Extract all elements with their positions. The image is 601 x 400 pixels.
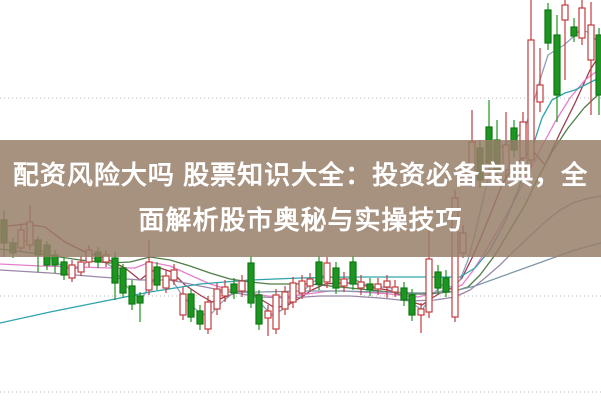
candle-body-up [68, 264, 76, 279]
candle-body-up [340, 278, 348, 287]
candle-body-up [221, 286, 229, 297]
title-banner: 配资风险大吗 股票知识大全：投资必备宝典，全 面解析股市奥秘与实操技巧 [0, 140, 601, 257]
candle-body-down [315, 261, 323, 285]
candle-body-up [561, 4, 569, 21]
candle-body-up [417, 308, 425, 316]
candle-body-down [255, 294, 263, 325]
candle-body-up [272, 294, 280, 330]
banner-title-line-2: 面解析股市奥秘与实操技巧 [138, 205, 463, 235]
candle-body-down [136, 295, 144, 304]
candle-body-up [213, 288, 221, 310]
candle-body-down [408, 294, 416, 316]
candle-body-up [77, 261, 85, 273]
candle-body-up [383, 280, 391, 288]
candle-body-up [587, 24, 595, 61]
banner-title-line-1: 配资风险大吗 股票知识大全：投资必备宝典，全 [12, 160, 589, 190]
candle-body-down [119, 267, 127, 294]
candle-body-down [400, 287, 408, 301]
candle-body-up [281, 291, 289, 310]
candle-body-up [391, 286, 399, 293]
candle-body-up [374, 283, 382, 290]
candle-body-down [153, 266, 161, 286]
candle-body-up [323, 262, 331, 283]
candle-body-down [196, 310, 204, 325]
candle-body-down [111, 257, 119, 284]
candle-body-down [544, 9, 552, 44]
candle-body-down [247, 262, 255, 304]
candle-body-down [128, 285, 136, 305]
candle-body-up [578, 7, 586, 39]
candle-body-down [187, 293, 195, 318]
candle-body-up [162, 275, 170, 289]
candle-body-up [238, 280, 246, 292]
candle-body-up [289, 282, 297, 303]
candle-body-down [553, 34, 561, 96]
candle-body-down [434, 271, 442, 289]
candle-body-up [264, 310, 272, 319]
candle-body-up [204, 301, 212, 330]
candle-body-down [570, 26, 578, 37]
candle-body-down [595, 34, 601, 96]
candle-body-down [230, 283, 238, 294]
candle-body-down [442, 277, 450, 293]
candle-body-up [170, 269, 178, 281]
candle-body-down [332, 267, 340, 289]
candle-body-up [425, 258, 433, 313]
ma-teal [0, 77, 601, 324]
candle-body-up [298, 280, 306, 294]
candle-body-down [366, 283, 374, 291]
candle-body-down [349, 261, 357, 285]
candle-body-up [536, 84, 544, 103]
candle-body-up [179, 293, 187, 316]
candle-body-down [60, 261, 68, 276]
candle-body-up [357, 281, 365, 289]
candle-body-up [306, 278, 314, 287]
candle-body-up [145, 261, 153, 291]
